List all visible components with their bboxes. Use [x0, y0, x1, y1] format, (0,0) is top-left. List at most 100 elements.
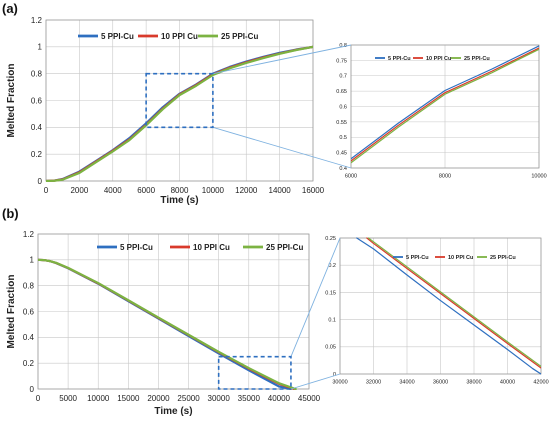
- chart-a-main: 0 2000 4000 6000 8000 10000 12000 14000 16000 0 0.…: [6, 16, 325, 206]
- y-tick-label: 0.6: [23, 307, 35, 316]
- x-tick-label: 6000: [137, 186, 155, 195]
- x-tick-label: 8000: [439, 174, 451, 180]
- legend-label: 25 PPI-Cu: [266, 243, 303, 252]
- x-tick-label: 45000: [298, 394, 321, 403]
- y-tick-label: 0.4: [31, 123, 43, 132]
- y-tick-label: 0.65: [336, 89, 347, 95]
- x-axis-title: Time (s): [160, 195, 198, 206]
- y-tick-label: 0.05: [325, 345, 336, 351]
- x-tick-label: 32000: [366, 380, 381, 386]
- series-line-10-ppi-cu: [38, 258, 296, 390]
- y-tick-label: 0.8: [23, 281, 35, 290]
- zoom-connector-top: [212, 44, 352, 75]
- series-line-5-ppi-cu: [356, 237, 541, 375]
- series-line-25-ppi-cu: [367, 237, 541, 367]
- y-tick-label: 1: [30, 256, 35, 265]
- y-axis-title: Melted Fraction: [6, 64, 17, 138]
- charts-layer: 0 2000 4000 6000 8000 10000 12000 14000 1600000.…: [6, 16, 549, 417]
- y-tick-label: 0.6: [31, 96, 43, 105]
- series-line-25-ppi-cu: [38, 258, 297, 390]
- y-tick-label: 1.2: [23, 230, 35, 239]
- x-tick-label: 5000: [59, 394, 77, 403]
- x-tick-label: 10000: [531, 174, 546, 180]
- legend-label: 25 PPI-Cu: [490, 255, 516, 261]
- legend-label: 10 PPI Cu: [161, 32, 198, 41]
- plot-area: [45, 19, 314, 182]
- y-tick-label: 0.75: [336, 58, 347, 64]
- y-tick-label: 0.2: [23, 359, 35, 368]
- y-tick-label: 0: [30, 385, 35, 394]
- series-layer: [46, 45, 313, 182]
- x-tick-label: 40000: [268, 394, 291, 403]
- plot-area: [37, 233, 310, 390]
- y-tick-label: 0.4: [23, 333, 35, 342]
- y-axis-title: Melted Fraction: [6, 275, 17, 349]
- y-tick-label: 0.25: [325, 236, 336, 242]
- y-tick-label: 0.8: [339, 43, 347, 49]
- chart-b-main: 0 5000 10000 15000 20000 25000 30000 35000 40000…: [6, 230, 321, 417]
- plot-area: [339, 237, 542, 375]
- series-layer: [351, 45, 539, 164]
- y-tick-label: 0.15: [325, 290, 336, 296]
- y-tick-label: 0.8: [31, 69, 43, 78]
- x-tick-label: 6000: [345, 174, 357, 180]
- x-tick-label: 34000: [399, 380, 414, 386]
- zoom-box: [145, 72, 214, 129]
- x-tick-label: 0: [44, 186, 49, 195]
- y-tick-label: 0.1: [328, 318, 336, 324]
- x-tick-label: 25000: [177, 394, 200, 403]
- series-line-10-ppi-cu: [366, 237, 541, 369]
- y-tick-label: 0.6: [339, 104, 347, 110]
- y-tick-label: 0.2: [31, 150, 43, 159]
- x-tick-label: 2000: [70, 186, 88, 195]
- x-tick-label: 20000: [147, 394, 170, 403]
- legend-label: 10 PPI Cu: [426, 56, 451, 62]
- legend-label: 25 PPI-Cu: [464, 56, 490, 62]
- x-tick-label: 12000: [235, 186, 258, 195]
- y-tick-label: 1.2: [31, 16, 43, 25]
- series-line-5-ppi-cu: [351, 45, 539, 160]
- zoom-connector-bottom: [212, 126, 352, 169]
- legend-label: 10 PPI Cu: [193, 243, 230, 252]
- y-tick-label: 0.55: [336, 120, 347, 126]
- zoom-overlays: [145, 44, 352, 390]
- x-tick-label: 10000: [87, 394, 110, 403]
- y-tick-label: 0: [38, 177, 43, 186]
- x-tick-label: 38000: [466, 380, 481, 386]
- x-tick-label: 36000: [433, 380, 448, 386]
- y-tick-label: 0.5: [339, 135, 347, 141]
- x-tick-label: 14000: [269, 186, 292, 195]
- panel-a-label: (a): [2, 1, 18, 16]
- series-line-25-ppi-cu: [46, 45, 313, 182]
- x-tick-label: 10000: [202, 186, 225, 195]
- zoom-connector-bottom: [290, 373, 341, 390]
- y-tick-label: 0.4: [339, 166, 347, 172]
- y-tick-label: 0.7: [339, 74, 347, 80]
- x-tick-label: 15000: [117, 394, 140, 403]
- x-tick-label: 16000: [302, 186, 325, 195]
- series-layer: [38, 258, 297, 390]
- series-layer: [356, 237, 541, 375]
- x-tick-label: 8000: [171, 186, 189, 195]
- x-tick-label: 42000: [533, 380, 548, 386]
- x-tick-label: 30000: [208, 394, 231, 403]
- zoom-box: [217, 355, 292, 390]
- legend-label: 10 PPI Cu: [448, 255, 473, 261]
- x-axis-title: Time (s): [154, 406, 192, 417]
- y-tick-label: 1: [38, 43, 43, 52]
- series-line-10-ppi-cu: [351, 47, 539, 162]
- panel-b-label: (b): [2, 206, 19, 221]
- legend-label: 5 PPI-Cu: [120, 243, 153, 252]
- plot-area: [350, 44, 540, 169]
- chart-b-zoom: 30000 32000 34000 36000 38000 40000 42000 0 0.05…: [325, 236, 548, 386]
- y-tick-label: 0.2: [328, 263, 336, 269]
- y-tick-label: 0: [333, 372, 336, 378]
- x-tick-label: 0: [36, 394, 41, 403]
- legend-label: 5 PPI-Cu: [101, 32, 134, 41]
- x-tick-label: 40000: [500, 380, 515, 386]
- legend-label: 5 PPI-Cu: [388, 56, 411, 62]
- series-line-25-ppi-cu: [351, 48, 539, 164]
- x-tick-label: 35000: [238, 394, 261, 403]
- y-tick-label: 0.45: [336, 151, 347, 157]
